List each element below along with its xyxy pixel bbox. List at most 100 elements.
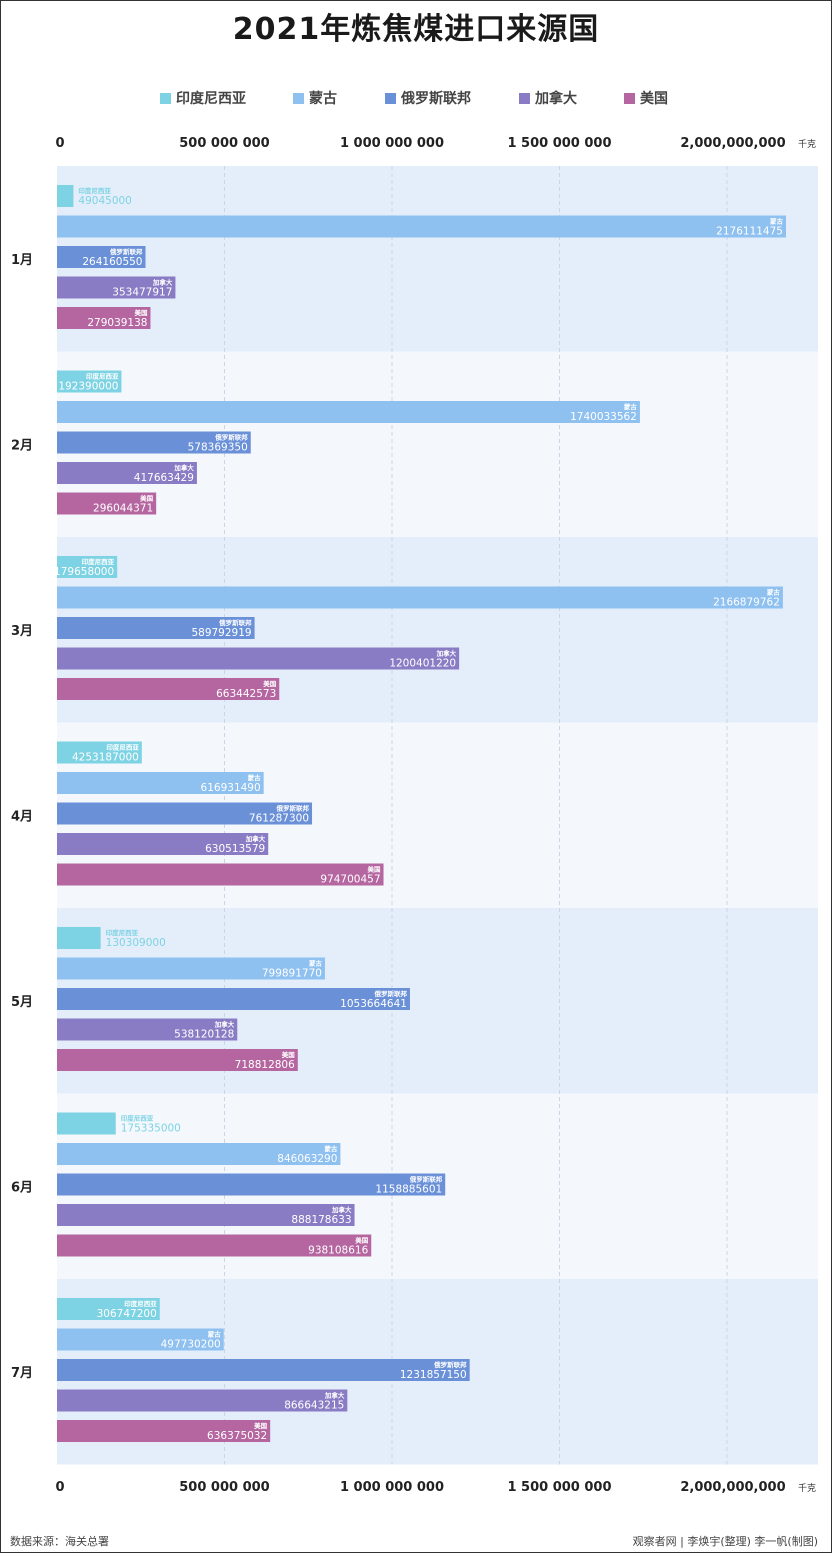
bar: [57, 1420, 271, 1442]
legend-item: 蒙古: [293, 88, 337, 108]
bar: [57, 1234, 372, 1257]
bar-series-label: 印度尼西亚: [106, 743, 139, 752]
bar-value-label: 1200401220: [389, 658, 456, 670]
bar-value-label: 578369350: [188, 442, 248, 454]
x-tick-label: 500 000 000: [179, 136, 269, 151]
bar-value-label: 2176111475: [716, 226, 783, 238]
bar-series-label: 俄罗斯联邦: [276, 804, 310, 813]
bar-series-label: 蒙古: [309, 959, 323, 968]
bar-series-label: 美国: [140, 494, 154, 503]
bar-value-label: 1053664641: [340, 998, 407, 1010]
bar-value-label: 799891770: [262, 968, 322, 980]
bar-value-label: 306747200: [97, 1308, 157, 1320]
bar: [57, 988, 410, 1010]
bar: [57, 1389, 348, 1412]
bar: [57, 741, 142, 764]
bar-value-label: 192390000: [58, 381, 118, 393]
bar: [57, 833, 269, 855]
legend-item: 俄罗斯联邦: [385, 88, 471, 108]
bar: [57, 1204, 355, 1226]
bar: [57, 586, 783, 609]
credit-note: 观察者网 | 李焕宇(整理) 李一帆(制图): [632, 1535, 818, 1548]
bar: [57, 307, 151, 329]
bar-value-label: 846063290: [277, 1153, 337, 1165]
category-label: 6月: [11, 1180, 33, 1195]
bar-series-label: 俄罗斯联邦: [218, 618, 252, 627]
x-unit-label: 千克: [798, 139, 816, 150]
category-label: 2月: [11, 438, 33, 453]
category-label: 7月: [11, 1366, 33, 1381]
bar-series-label: 俄罗斯联邦: [409, 1175, 443, 1184]
bar-series-label: 印度尼西亚: [121, 1114, 154, 1123]
legend: 印度尼西亚 蒙古 俄罗斯联邦 加拿大 美国: [0, 88, 832, 108]
bar: [57, 617, 255, 639]
bar: [57, 1173, 446, 1196]
category-label: 1月: [11, 253, 33, 268]
bar-value-label: 49045000: [78, 195, 131, 207]
bar-series-label: 蒙古: [208, 1330, 222, 1339]
bar-series-label: 美国: [134, 308, 148, 317]
bar: [57, 772, 264, 794]
legend-item: 加拿大: [519, 88, 577, 108]
category-band: [57, 166, 818, 352]
bar: [57, 246, 146, 268]
bar: [57, 1112, 116, 1135]
bar-series-label: 蒙古: [624, 402, 638, 411]
legend-label: 俄罗斯联邦: [401, 91, 471, 107]
bar-value-label: 1158885601: [375, 1184, 442, 1196]
bar-series-label: 加拿大: [436, 649, 457, 658]
bar: [57, 1328, 224, 1351]
bar-series-label: 美国: [282, 1050, 296, 1059]
category-label: 3月: [11, 624, 33, 639]
legend-item: 印度尼西亚: [160, 88, 246, 108]
bar-series-label: 蒙古: [770, 217, 784, 226]
bar: [57, 1018, 238, 1041]
bar-series-label: 加拿大: [214, 1020, 235, 1029]
x-tick-label: 0: [55, 1480, 64, 1495]
bar-series-label: 俄罗斯联邦: [109, 247, 143, 256]
bar: [57, 370, 122, 393]
bar-series-label: 加拿大: [331, 1205, 352, 1214]
bar: [57, 431, 251, 454]
bar: [57, 492, 157, 515]
bar-value-label: 636375032: [207, 1430, 267, 1442]
bar: [57, 1298, 160, 1320]
bar-series-label: 加拿大: [245, 834, 266, 843]
bar-series-label: 美国: [368, 865, 382, 874]
legend-swatch: [160, 92, 171, 104]
bar: [57, 1359, 470, 1381]
x-tick-label: 1 500 000 000: [507, 136, 611, 151]
legend-swatch: [293, 92, 304, 104]
chart-title: 2021年炼焦煤进口来源国: [232, 12, 600, 47]
bar-value-label: 630513579: [205, 843, 265, 855]
category-label: 5月: [11, 995, 33, 1010]
bar-value-label: 589792919: [191, 627, 251, 639]
bar-value-label: 1231857150: [400, 1369, 467, 1381]
legend-label: 印度尼西亚: [176, 91, 246, 107]
bar-series-label: 美国: [254, 1421, 268, 1430]
bar-value-label: 353477917: [112, 287, 172, 299]
bar-series-label: 印度尼西亚: [106, 928, 139, 937]
bar: [57, 647, 460, 670]
bar: [57, 556, 118, 578]
x-tick-label: 0: [55, 136, 64, 151]
x-tick-label: 1 000 000 000: [340, 1480, 444, 1495]
bar-value-label: 866643215: [284, 1400, 344, 1412]
bar-series-label: 俄罗斯联邦: [373, 989, 407, 998]
legend-swatch: [385, 92, 396, 104]
bar: [57, 957, 325, 980]
legend-swatch: [624, 92, 635, 104]
x-unit-label: 千克: [798, 1483, 816, 1494]
x-tick-label: 2,000,000,000: [680, 1480, 785, 1495]
bar: [57, 276, 176, 299]
bar-value-label: 264160550: [82, 256, 142, 268]
bar-series-label: 美国: [355, 1236, 369, 1245]
x-tick-label: 500 000 000: [179, 1480, 269, 1495]
source-note: 数据来源：海关总署: [10, 1535, 109, 1548]
bar: [57, 1143, 341, 1165]
bar: [57, 1049, 298, 1071]
bar-series-label: 加拿大: [152, 278, 173, 287]
bar-series-label: 俄罗斯联邦: [214, 433, 248, 442]
category-label: 4月: [11, 809, 33, 824]
bar: [57, 863, 384, 886]
